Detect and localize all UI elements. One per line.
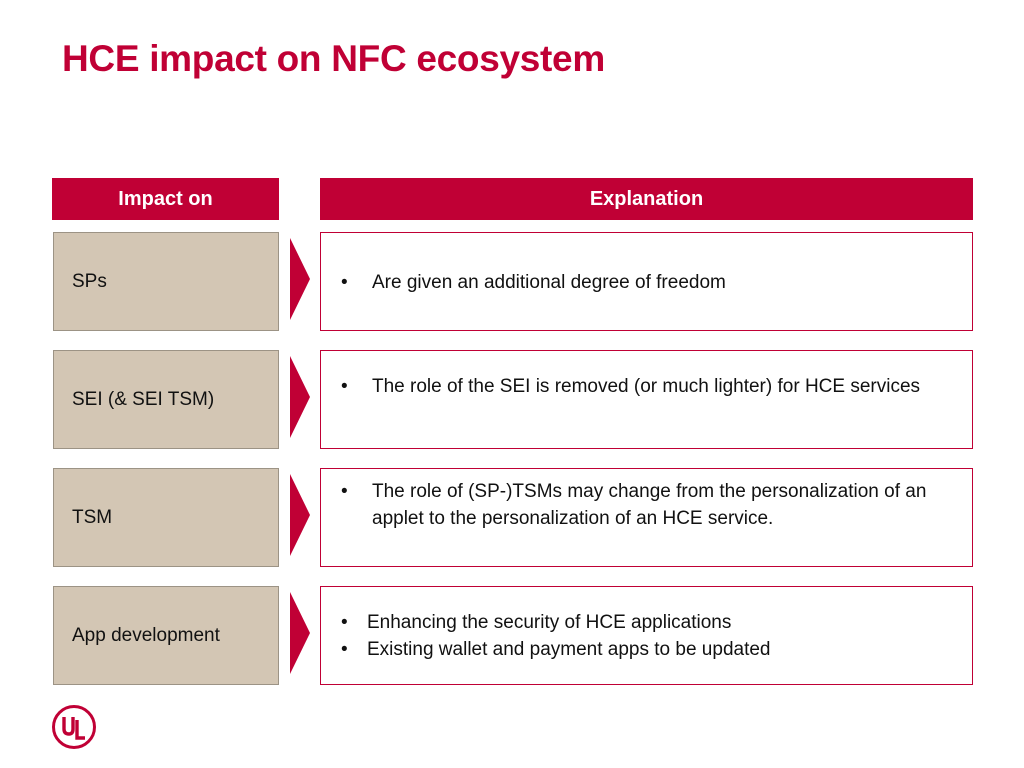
chevron-right-icon [290, 356, 310, 438]
explanation-header: Explanation [320, 178, 973, 220]
explanation-bullet: The role of the SEI is removed (or much … [341, 373, 952, 400]
ul-logo [52, 705, 96, 749]
explanation-cell: The role of the SEI is removed (or much … [320, 350, 973, 449]
explanation-bullet: The role of (SP-)TSMs may change from th… [341, 478, 952, 532]
impact-cell: TSM [53, 468, 279, 567]
explanation-bullet: Are given an additional degree of freedo… [341, 269, 952, 296]
chevron-right-icon [290, 238, 310, 320]
explanation-cell: Are given an additional degree of freedo… [320, 232, 973, 331]
impact-cell: SEI (& SEI TSM) [53, 350, 279, 449]
impact-cell: SPs [53, 232, 279, 331]
impact-row: SPs Are given an additional degree of fr… [0, 232, 1024, 331]
impact-row: SEI (& SEI TSM) The role of the SEI is r… [0, 350, 1024, 449]
chevron-right-icon [290, 474, 310, 556]
impact-cell: App development [53, 586, 279, 685]
page-title: HCE impact on NFC ecosystem [62, 38, 605, 79]
impact-header: Impact on [52, 178, 279, 220]
explanation-cell: The role of (SP-)TSMs may change from th… [320, 468, 973, 567]
impact-row: TSM The role of (SP-)TSMs may change fro… [0, 468, 1024, 567]
explanation-bullet: Enhancing the security of HCE applicatio… [341, 609, 952, 636]
explanation-cell: Enhancing the security of HCE applicatio… [320, 586, 973, 685]
chevron-right-icon [290, 592, 310, 674]
impact-row: App development Enhancing the security o… [0, 586, 1024, 685]
explanation-bullet: Existing wallet and payment apps to be u… [341, 636, 952, 663]
